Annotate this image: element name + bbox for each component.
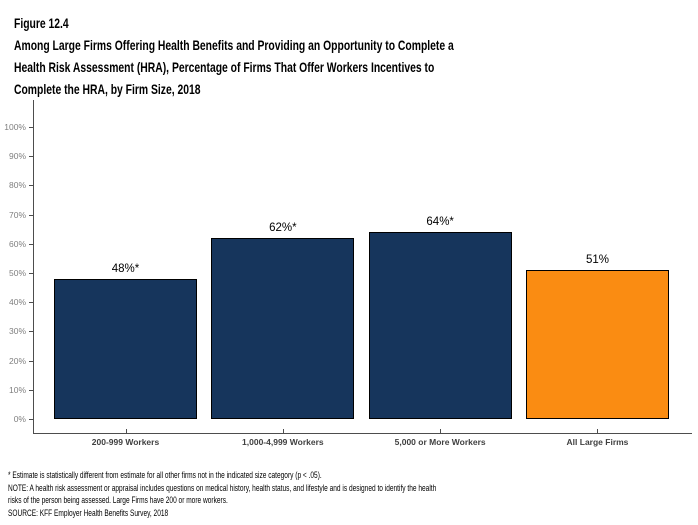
y-axis-tick [29,156,33,158]
y-axis-tick-label: 50% [8,268,26,278]
x-axis-tick [440,429,442,433]
y-axis-tick-label: 30% [8,326,26,337]
y-axis-tick [29,185,33,187]
bar-4-all-large-firms [525,270,669,419]
x-axis-category-label: 5,000 or More Workers [394,437,486,447]
x-axis-category-label: 1,000-4,999 Workers [242,437,324,447]
x-axis-category-label: All Large Firms [566,437,629,447]
y-axis-tick [29,331,33,333]
bar-value-label: 64%* [426,216,454,229]
bar-1-200-999-workers [54,278,197,419]
y-axis-tick-label: 40% [8,297,26,308]
y-axis-tick [29,273,33,274]
y-axis-tick-label: 80% [8,180,26,191]
footnote-note: NOTE: A health risk assessment or apprai… [8,482,437,506]
footnote-estimate: * Estimate is statistically different fr… [8,470,322,480]
y-axis-tick-label: 70% [8,209,26,220]
y-axis-tick [29,360,33,362]
bar-chart: 0% 10% 20% 30% 40% 50% 60% 70% 80% 90% 100% 48%* 200… [4,100,692,447]
y-axis-line [33,100,34,433]
y-axis-tick [29,127,33,128]
bar-3-5-000-or-more-workers [368,232,512,419]
figure-title-line-2: Health Risk Assessment (HRA), Percentage… [14,59,435,75]
y-axis-tick [29,419,33,420]
footnote-source: SOURCE: KFF Employer Health Benefits Sur… [8,507,169,518]
figure-header: Figure 12.4 Among Large Firms Offering H… [14,12,517,100]
x-axis-tick [282,429,284,433]
y-axis-tick [29,389,33,391]
bar-value-label: 51% [585,254,609,267]
x-axis-tick [597,429,599,433]
y-axis-tick-label: 0% [13,414,26,424]
bar-2-1-000-4-999-workers [211,237,355,419]
footnotes: * Estimate is statistically different fr… [8,469,439,519]
y-axis-tick-label: 60% [8,238,26,249]
x-axis-line [33,433,692,434]
y-axis-tick [29,214,33,216]
y-axis-tick-label: 90% [8,151,26,162]
y-axis-tick-label: 10% [8,384,26,395]
figure-title-line-1: Among Large Firms Offering Health Benefi… [14,37,454,53]
y-axis-tick [29,243,33,245]
bar-value-label: 62%* [269,221,297,234]
x-axis-tick [125,429,127,433]
y-axis-tick-label: 20% [8,355,26,366]
bar-value-label: 48%* [111,262,140,275]
y-axis-tick-label: 100% [4,122,26,132]
figure-title-line-3: Complete the HRA, by Firm Size, 2018 [14,81,201,97]
figure-number: Figure 12.4 [14,15,69,31]
y-axis-tick [29,302,33,304]
x-axis-category-label: 200-999 Workers [91,437,160,447]
